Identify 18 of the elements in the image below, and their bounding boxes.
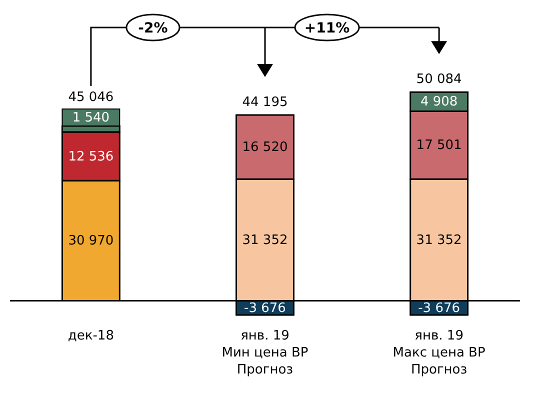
text: -2% <box>138 20 168 37</box>
data-label: 12 536 <box>68 149 114 164</box>
total-label: 44 195 <box>242 95 288 110</box>
data-label: 16 520 <box>242 140 288 156</box>
data-label: 1 540 <box>72 110 110 126</box>
x-tick-label: янв. 19 Мин цена ВР Прогноз <box>222 328 308 378</box>
data-label: 30 970 <box>68 234 114 249</box>
total-label: 50 084 <box>416 72 462 88</box>
data-label: 17 501 <box>416 138 462 154</box>
x-tick-label: янв. 19 Макс цена ВР Прогноз <box>392 328 486 378</box>
data-label: 31 352 <box>416 232 462 248</box>
total-label: 45 046 <box>68 90 114 105</box>
data-label: 31 352 <box>242 232 288 248</box>
text: +11% <box>304 20 350 37</box>
data-label: 4 908 <box>420 94 458 110</box>
data-label: -3 676 <box>244 300 286 316</box>
x-tick-label: дек-18 <box>68 328 114 344</box>
data-label: -3 676 <box>418 300 460 316</box>
